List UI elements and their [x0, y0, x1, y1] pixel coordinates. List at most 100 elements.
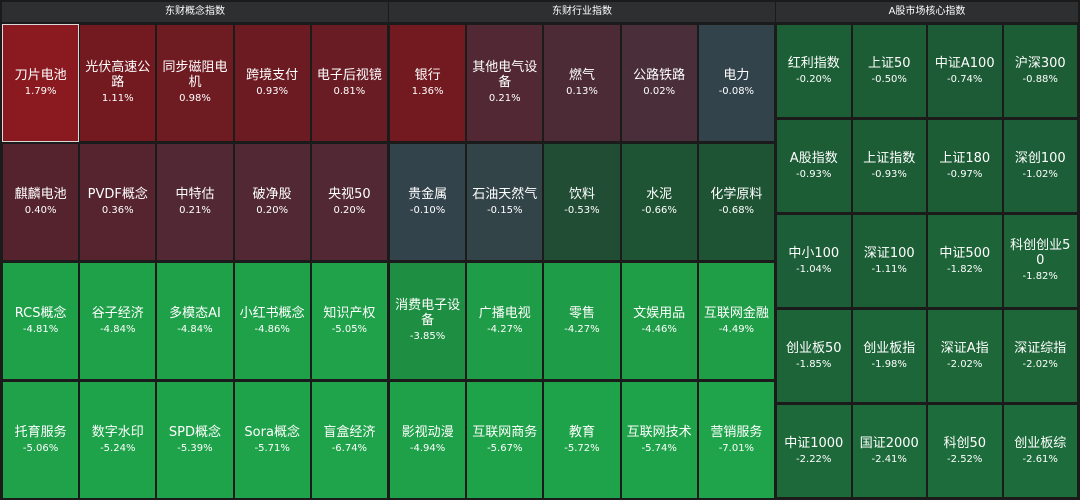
tile-name: 上证180 [939, 150, 991, 166]
tile-change-percent: -2.41% [871, 453, 907, 465]
heatmap-tile[interactable]: 盲盒经济 -6.74% [310, 381, 388, 499]
heatmap-tile[interactable]: 国证2000 -2.41% [851, 404, 927, 498]
tile-name: 消费电子设备 [395, 298, 461, 328]
heatmap-tile[interactable]: 中证A100 -0.74% [927, 24, 1003, 118]
heatmap-tile[interactable]: 互联网商务 -5.67% [466, 381, 544, 499]
heatmap-tile[interactable]: 教育 -5.72% [543, 381, 621, 499]
tile-change-percent: 0.81% [333, 85, 366, 97]
heatmap-tile[interactable]: 中证500 -1.82% [927, 214, 1003, 308]
heatmap-tile[interactable]: PVDF概念 0.36% [79, 143, 157, 261]
heatmap-tile[interactable]: 零售 -4.27% [543, 262, 621, 380]
heatmap-tile[interactable]: 红利指数 -0.20% [776, 24, 852, 118]
heatmap-tile[interactable]: 跨境支付 0.93% [233, 24, 311, 142]
tile-name: A股指数 [789, 150, 838, 166]
heatmap-tile[interactable]: 上证180 -0.97% [927, 119, 1003, 213]
heatmap-tile[interactable]: 托育服务 -5.06% [2, 381, 80, 499]
heatmap-tile[interactable]: 创业板指 -1.98% [851, 309, 927, 403]
heatmap-tile[interactable]: 石油天然气 -0.15% [466, 143, 544, 261]
tile-name: 托育服务 [14, 424, 67, 440]
heatmap-tile[interactable]: 中特估 0.21% [156, 143, 234, 261]
heatmap-tile[interactable]: 广播电视 -4.27% [466, 262, 544, 380]
heatmap-tile[interactable]: 刀片电池 1.79% [2, 24, 80, 142]
heatmap-tile[interactable]: 深证100 -1.11% [851, 214, 927, 308]
heatmap-tile[interactable]: 公路铁路 0.02% [620, 24, 698, 142]
heatmap-tile[interactable]: 多模态AI -4.84% [156, 262, 234, 380]
tile-change-percent: -4.27% [487, 323, 523, 335]
tile-name: 深证100 [863, 245, 915, 261]
heatmap-tile[interactable]: 同步磁阻电机 0.98% [156, 24, 234, 142]
heatmap-tile[interactable]: 上证指数 -0.93% [851, 119, 927, 213]
heatmap-tile[interactable]: 互联网技术 -5.74% [620, 381, 698, 499]
heatmap-tile[interactable]: 饮料 -0.53% [543, 143, 621, 261]
heatmap-tile[interactable]: 创业板50 -1.85% [776, 309, 852, 403]
tile-name: 水泥 [646, 186, 673, 202]
tile-name: 石油天然气 [472, 186, 538, 202]
tile-name: 同步磁阻电机 [162, 60, 228, 90]
tile-name: 银行 [414, 67, 441, 83]
heatmap-tile[interactable]: 电子后视镜 0.81% [310, 24, 388, 142]
tile-name: 公路铁路 [633, 67, 686, 83]
heatmap-tile[interactable]: RCS概念 -4.81% [2, 262, 80, 380]
tile-name: 贵金属 [408, 186, 448, 202]
heatmap-tile[interactable]: 麒麟电池 0.40% [2, 143, 80, 261]
heatmap-tile[interactable]: 贵金属 -0.10% [389, 143, 467, 261]
heatmap-tile[interactable]: 深证综指 -2.02% [1002, 309, 1078, 403]
heatmap-tile[interactable]: 深证A指 -2.02% [927, 309, 1003, 403]
heatmap-tile[interactable]: 其他电气设备 0.21% [466, 24, 544, 142]
panel-3: A股市场核心指数 红利指数 -0.20% 上证50 -0.50% 中证A100 -0.74%… [776, 0, 1078, 500]
tile-name: 深证综指 [1014, 340, 1067, 356]
tile-change-percent: -0.74% [947, 73, 983, 85]
tile-change-percent: -4.81% [22, 323, 59, 335]
tile-change-percent: -1.82% [1022, 271, 1058, 282]
heatmap-tile[interactable]: 中小100 -1.04% [776, 214, 852, 308]
heatmap-tile[interactable]: 科创创业50 -1.82% [1002, 214, 1078, 308]
panel-title: 东财概念指数 [2, 2, 388, 22]
heatmap-tile[interactable]: 营销服务 -7.01% [697, 381, 775, 499]
tile-name: 麒麟电池 [14, 186, 67, 202]
heatmap-tile[interactable]: 破净股 0.20% [233, 143, 311, 261]
tile-change-percent: 0.20% [256, 204, 289, 216]
tile-name: Sora概念 [244, 424, 300, 440]
heatmap-tile[interactable]: 创业板综 -2.61% [1002, 404, 1078, 498]
tile-name: 中特估 [175, 186, 215, 202]
tile-change-percent: -2.22% [796, 453, 832, 465]
heatmap-tile[interactable]: 水泥 -0.66% [620, 143, 698, 261]
heatmap-tile[interactable]: Sora概念 -5.71% [233, 381, 311, 499]
heatmap-tile[interactable]: 银行 1.36% [389, 24, 467, 142]
heatmap-tile[interactable]: 知识产权 -5.05% [310, 262, 388, 380]
heatmap-tile[interactable]: 燃气 0.13% [543, 24, 621, 142]
heatmap-tile[interactable]: 数字水印 -5.24% [79, 381, 157, 499]
heatmap-tile[interactable]: 科创50 -2.52% [927, 404, 1003, 498]
heatmap-tile[interactable]: SPD概念 -5.39% [156, 381, 234, 499]
tile-change-percent: -4.27% [564, 323, 600, 335]
tile-change-percent: -5.71% [254, 442, 290, 454]
tile-change-percent: -4.94% [409, 442, 446, 454]
heatmap-tile[interactable]: 光伏高速公路 1.11% [79, 24, 157, 142]
heatmap-tile[interactable]: 化学原料 -0.68% [697, 143, 775, 261]
heatmap-tile[interactable]: 电力 -0.08% [697, 24, 775, 142]
heatmap-tile[interactable]: 小红书概念 -4.86% [233, 262, 311, 380]
heatmap-tile[interactable]: 深创100 -1.02% [1002, 119, 1078, 213]
heatmap-tile[interactable]: 互联网金融 -4.49% [697, 262, 775, 380]
panel-2: 东财行业指数 银行 1.36% 其他电气设备 0.21% 燃气 0.13% 公路铁路 0.02%… [389, 0, 775, 500]
tile-change-percent: -1.82% [947, 263, 983, 275]
heatmap-tile[interactable]: 影视动漫 -4.94% [389, 381, 467, 499]
tile-name: 创业板综 [1014, 435, 1067, 451]
tile-change-percent: -1.04% [796, 263, 832, 275]
tile-name: 化学原料 [710, 186, 763, 202]
heatmap-tile[interactable]: 中证1000 -2.22% [776, 404, 852, 498]
tile-change-percent: -5.67% [487, 442, 523, 454]
tile-name: PVDF概念 [87, 186, 148, 202]
tile-name: 多模态AI [169, 305, 221, 321]
heatmap-tile[interactable]: 上证50 -0.50% [851, 24, 927, 118]
tile-name: 中证A100 [934, 55, 995, 71]
heatmap-tile[interactable]: 消费电子设备 -3.85% [389, 262, 467, 380]
heatmap-tile[interactable]: A股指数 -0.93% [776, 119, 852, 213]
heatmap-tile[interactable]: 谷子经济 -4.84% [79, 262, 157, 380]
heatmap-tile[interactable]: 央视50 0.20% [310, 143, 388, 261]
tile-change-percent: -3.85% [409, 331, 446, 342]
heatmap-tile[interactable]: 沪深300 -0.88% [1002, 24, 1078, 118]
tile-name: 互联网技术 [626, 424, 692, 440]
tile-change-percent: 0.36% [101, 204, 134, 216]
heatmap-tile[interactable]: 文娱用品 -4.46% [620, 262, 698, 380]
